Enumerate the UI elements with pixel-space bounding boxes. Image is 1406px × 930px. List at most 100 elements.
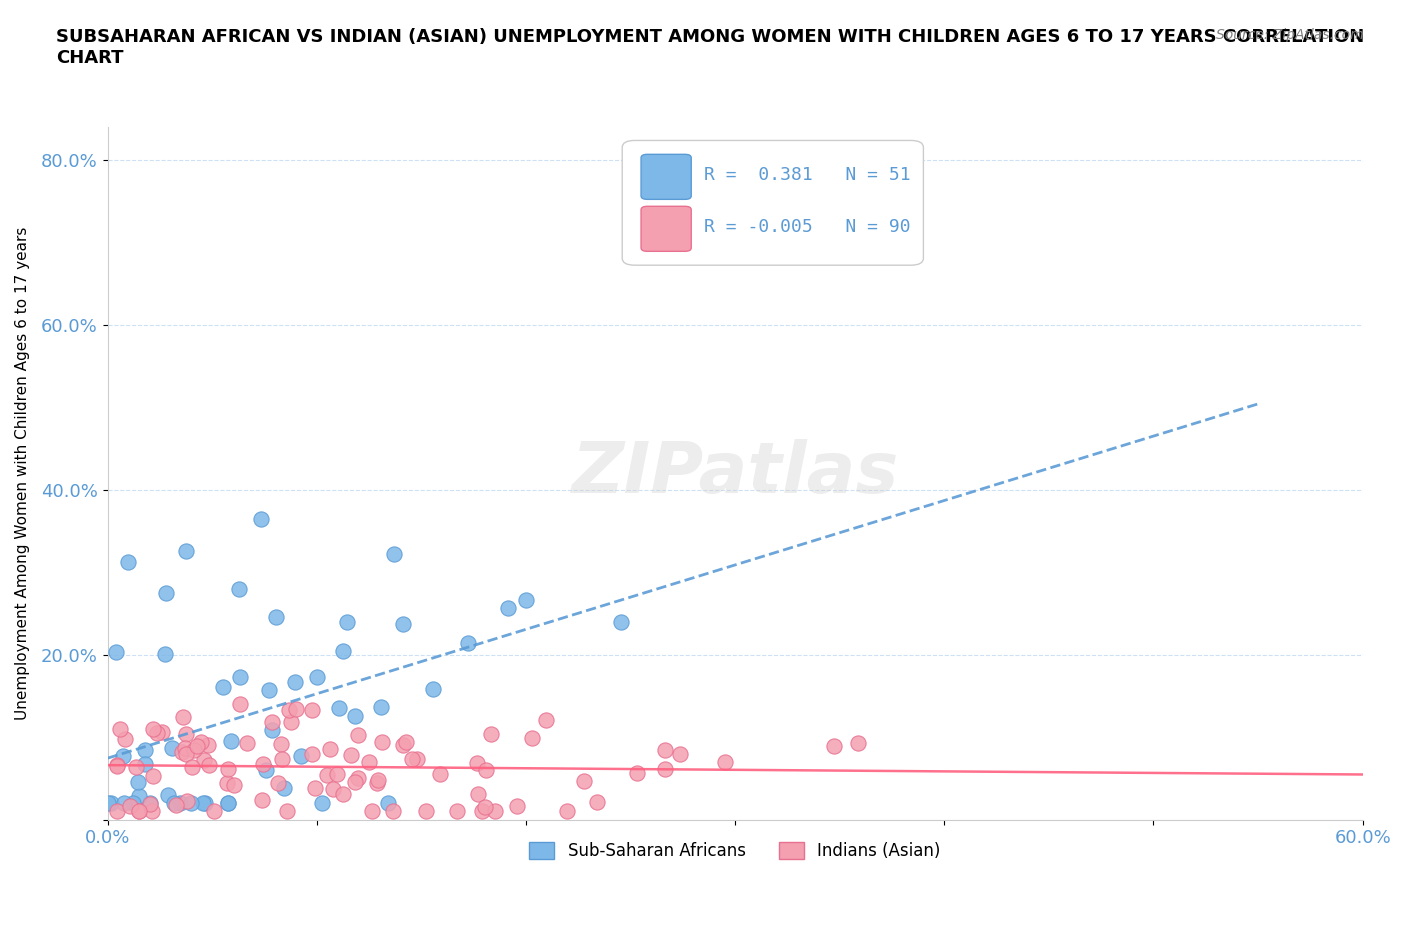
- Point: [654, 762, 676, 777]
- Point: [139, 795, 162, 810]
- Point: [202, 804, 225, 818]
- Point: [377, 795, 399, 810]
- Point: [366, 776, 388, 790]
- Point: [357, 754, 380, 769]
- Point: [254, 763, 277, 777]
- Point: [217, 776, 239, 790]
- Point: [228, 581, 250, 596]
- Point: [307, 669, 329, 684]
- Point: [496, 601, 519, 616]
- Point: [401, 751, 423, 766]
- Point: [108, 722, 131, 737]
- Point: [250, 793, 273, 808]
- Point: [228, 697, 250, 711]
- FancyBboxPatch shape: [641, 206, 692, 251]
- Text: Source: ZipAtlas.com: Source: ZipAtlas.com: [1216, 28, 1364, 42]
- Point: [186, 738, 208, 753]
- Point: [304, 780, 326, 795]
- Point: [194, 795, 217, 810]
- Point: [319, 741, 342, 756]
- Point: [267, 776, 290, 790]
- Point: [367, 773, 389, 788]
- Point: [155, 646, 177, 661]
- Point: [112, 795, 135, 810]
- Point: [217, 795, 239, 810]
- Point: [128, 804, 150, 818]
- Point: [173, 740, 195, 755]
- Point: [105, 759, 128, 774]
- Point: [174, 747, 197, 762]
- Point: [118, 798, 141, 813]
- Point: [128, 804, 150, 818]
- Point: [823, 738, 845, 753]
- Point: [332, 786, 354, 801]
- Text: ZIPatlas: ZIPatlas: [571, 439, 898, 508]
- Point: [176, 793, 198, 808]
- Point: [229, 670, 252, 684]
- Point: [217, 762, 239, 777]
- Point: [219, 734, 242, 749]
- Point: [169, 795, 191, 810]
- Point: [301, 746, 323, 761]
- Point: [257, 683, 280, 698]
- Point: [654, 743, 676, 758]
- Point: [714, 754, 737, 769]
- Point: [382, 804, 405, 818]
- Point: [190, 735, 212, 750]
- Point: [536, 712, 558, 727]
- Point: [197, 737, 219, 752]
- Point: [114, 732, 136, 747]
- Point: [465, 755, 488, 770]
- Point: [262, 715, 284, 730]
- Point: [429, 766, 451, 781]
- Point: [332, 644, 354, 658]
- Point: [172, 710, 194, 724]
- Point: [457, 635, 479, 650]
- Point: [474, 800, 496, 815]
- Point: [626, 765, 648, 780]
- Point: [128, 789, 150, 804]
- Point: [142, 768, 165, 783]
- Point: [392, 617, 415, 631]
- Point: [105, 804, 128, 818]
- Point: [515, 592, 537, 607]
- Point: [142, 722, 165, 737]
- Point: [395, 735, 418, 750]
- Point: [284, 701, 307, 716]
- Point: [174, 726, 197, 741]
- Point: [180, 760, 202, 775]
- Point: [669, 747, 692, 762]
- Point: [471, 804, 494, 818]
- Text: R =  0.381   N = 51: R = 0.381 N = 51: [704, 166, 911, 184]
- Point: [328, 700, 350, 715]
- Point: [191, 795, 214, 810]
- Point: [446, 804, 468, 818]
- Y-axis label: Unemployment Among Women with Children Ages 6 to 17 years: Unemployment Among Women with Children A…: [15, 226, 30, 720]
- Point: [212, 680, 235, 695]
- Point: [141, 804, 163, 818]
- Point: [104, 644, 127, 659]
- Point: [117, 554, 139, 569]
- Point: [262, 723, 284, 737]
- Point: [484, 804, 506, 818]
- FancyBboxPatch shape: [641, 154, 692, 199]
- Point: [467, 786, 489, 801]
- Point: [170, 744, 193, 759]
- Point: [325, 766, 347, 781]
- Point: [848, 735, 870, 750]
- Point: [270, 737, 292, 751]
- Point: [340, 748, 363, 763]
- Point: [236, 736, 259, 751]
- Point: [280, 715, 302, 730]
- Point: [347, 727, 370, 742]
- Point: [273, 780, 295, 795]
- Point: [382, 547, 405, 562]
- Point: [165, 797, 187, 812]
- Point: [284, 674, 307, 689]
- Point: [311, 795, 333, 810]
- Point: [315, 767, 337, 782]
- Point: [127, 775, 149, 790]
- Point: [371, 735, 394, 750]
- Point: [336, 615, 359, 630]
- Point: [301, 702, 323, 717]
